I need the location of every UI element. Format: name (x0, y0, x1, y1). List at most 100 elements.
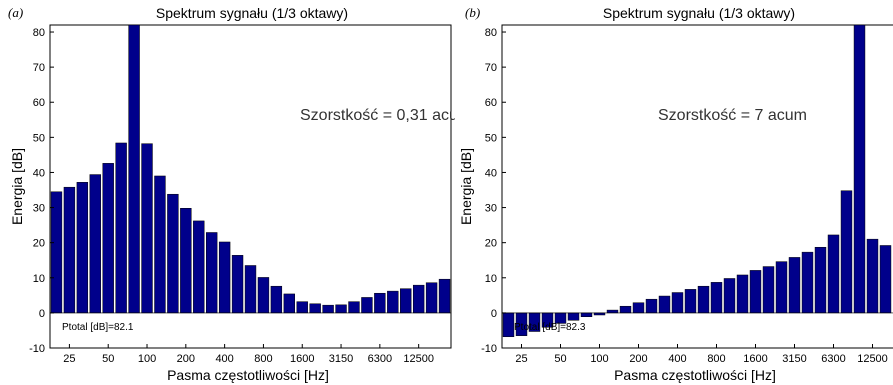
chart-panel-a: (a) Spektrum sygnału (1/3 oktawy) -10 0 10 20… (8, 5, 455, 383)
bar-100 (141, 143, 153, 314)
x-axis-label: Pasma częstotliwości [Hz] (614, 367, 776, 383)
x-tick-label: 100 (138, 353, 156, 365)
bar-3150 (788, 257, 801, 314)
y-tick-label: 70 (485, 62, 497, 74)
bar-10000 (400, 288, 412, 314)
bar-20000 (438, 278, 451, 314)
bar-16000 (425, 282, 438, 314)
bar-250 (645, 298, 658, 314)
bar-25 (63, 186, 76, 314)
bar-12500 (412, 284, 425, 314)
y-tick-label: 30 (33, 203, 45, 215)
bar-315 (658, 295, 671, 314)
bar-400 (218, 241, 231, 314)
bar-4000 (801, 251, 814, 314)
bar-630 (697, 285, 710, 314)
bar-125 (154, 175, 166, 314)
bar-800 (257, 277, 270, 314)
x-tick-label: 50 (554, 353, 566, 365)
y-tick-label: 0 (39, 308, 45, 320)
bar-12500 (866, 238, 879, 314)
bar-200 (180, 208, 192, 314)
y-tick-label: 20 (33, 238, 45, 250)
bar-40 (89, 174, 101, 314)
y-tick-label: 50 (33, 132, 45, 144)
y-tick-label: 40 (33, 167, 45, 179)
x-tick-label: 50 (102, 353, 114, 365)
bar-200 (632, 302, 645, 314)
y-tick-label: 60 (33, 97, 45, 109)
bar-315 (206, 232, 218, 314)
bar-20 (50, 191, 63, 314)
spectrum-chart-a: (a) Spektrum sygnału (1/3 oktawy) -10 0 10 20… (8, 5, 455, 383)
roughness-annotation: Szorstkość = 7 acum (658, 107, 807, 124)
bar-1000 (723, 278, 736, 314)
y-axis-label: Energia [dB] (458, 148, 474, 225)
x-tick-label: 1600 (290, 353, 314, 365)
y-axis-label: Energia [dB] (9, 148, 25, 225)
x-tick-label: 400 (668, 353, 686, 365)
y-tick-label: 0 (491, 308, 497, 320)
y-tick-label: 50 (485, 132, 497, 144)
x-tick-label: 100 (590, 353, 608, 365)
bar-100 (593, 312, 606, 316)
panel-letter: (b) (465, 5, 480, 20)
x-tick-label: 12500 (403, 353, 434, 365)
bar-630 (244, 265, 257, 314)
x-tick-label: 25 (63, 353, 75, 365)
x-tick-label: 200 (629, 353, 647, 365)
bar-400 (671, 292, 684, 314)
bar-31.5 (76, 182, 89, 314)
y-tick-label: 10 (485, 273, 497, 285)
y-tick-label: 60 (485, 97, 497, 109)
bar-20 (502, 312, 515, 338)
bar-800 (710, 282, 723, 314)
bar-63 (115, 142, 127, 314)
chart-panel-b: (b) Spektrum sygnału (1/3 oktawy) -10 0 10 20… (455, 0, 893, 385)
y-tick-label: -10 (481, 343, 497, 355)
y-tick-label: 10 (33, 273, 45, 285)
bar-2500 (775, 261, 788, 314)
bar-500 (231, 255, 244, 314)
x-tick-label: 200 (177, 353, 195, 365)
y-tick-label: 30 (485, 203, 497, 215)
x-axis-label: Pasma częstotliwości [Hz] (167, 367, 329, 383)
bar-2500 (322, 304, 334, 314)
bar-1250 (283, 293, 295, 314)
bar-5000 (361, 297, 373, 314)
x-tick-label: 3150 (329, 353, 353, 365)
bar-160 (619, 305, 632, 314)
bar-10000 (853, 24, 866, 314)
bar-125 (606, 309, 619, 314)
bar-4000 (348, 301, 360, 314)
y-tick-label: -10 (29, 343, 45, 355)
roughness-annotation: Szorstkość = 0,31 acum (300, 107, 455, 124)
bar-3150 (335, 304, 347, 314)
y-tick-label: 80 (485, 27, 497, 39)
x-tick-label: 12500 (857, 353, 888, 365)
bar-80 (580, 312, 593, 318)
y-tick-label: 40 (485, 167, 497, 179)
bar-2000 (309, 303, 321, 314)
bar-8000 (840, 190, 853, 314)
x-tick-label: 6300 (821, 353, 845, 365)
bar-16000 (879, 245, 892, 314)
chart-title: Spektrum sygnału (1/3 oktawy) (603, 5, 795, 21)
x-tick-label: 6300 (368, 353, 392, 365)
x-tick-label: 25 (515, 353, 527, 365)
y-tick-label: 80 (33, 27, 45, 39)
y-tick-label: 20 (485, 238, 497, 250)
total-level-label: Ptotal [dB]=82.1 (62, 322, 134, 333)
bar-1600 (749, 270, 762, 314)
x-tick-label: 400 (215, 353, 233, 365)
panel-letter: (a) (8, 5, 23, 20)
y-tick-label: 70 (33, 62, 45, 74)
bar-6300 (827, 234, 840, 314)
spectrum-chart-b: (b) Spektrum sygnału (1/3 oktawy) -10 0 10 20… (458, 5, 893, 383)
bar-50 (102, 163, 114, 314)
bar-500 (684, 289, 697, 314)
bar-63 (567, 312, 580, 321)
bar-5000 (814, 246, 827, 314)
chart-title: Spektrum sygnału (1/3 oktawy) (156, 5, 348, 21)
bar-1000 (270, 285, 283, 314)
